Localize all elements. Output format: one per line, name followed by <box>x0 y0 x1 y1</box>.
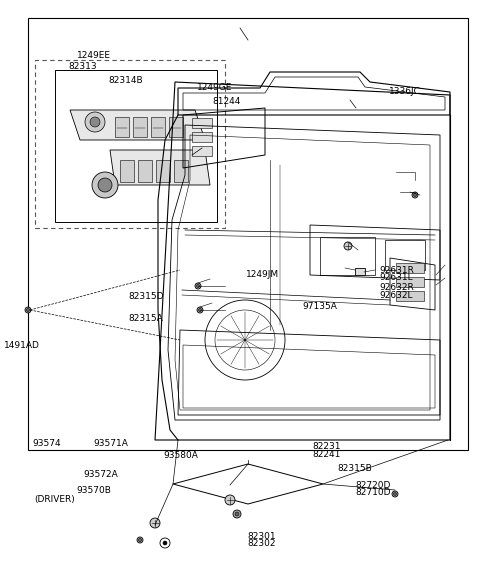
Circle shape <box>392 491 398 497</box>
Text: 97135A: 97135A <box>302 302 337 311</box>
Circle shape <box>412 192 418 198</box>
Text: 92631R: 92631R <box>379 266 414 275</box>
Bar <box>28 18 468 450</box>
Text: 1249JM: 1249JM <box>246 270 279 279</box>
Polygon shape <box>110 150 210 185</box>
Circle shape <box>413 193 417 197</box>
Text: 93580A: 93580A <box>163 451 198 460</box>
Text: 82720D: 82720D <box>355 481 391 490</box>
Bar <box>396 291 424 301</box>
Text: 82314B: 82314B <box>108 76 143 85</box>
Circle shape <box>92 172 118 198</box>
Circle shape <box>196 284 200 288</box>
Text: 93574: 93574 <box>33 439 61 448</box>
Text: 93571A: 93571A <box>94 439 129 448</box>
Bar <box>138 160 152 182</box>
Circle shape <box>195 283 201 289</box>
Circle shape <box>85 112 105 132</box>
Text: 92632R: 92632R <box>379 283 414 292</box>
Text: 82302: 82302 <box>247 539 276 548</box>
Bar <box>396 277 424 287</box>
Text: 93570B: 93570B <box>76 486 111 495</box>
Bar <box>174 160 188 182</box>
Bar <box>320 237 375 275</box>
Polygon shape <box>70 110 205 140</box>
Bar <box>156 160 170 182</box>
Circle shape <box>90 117 100 127</box>
Text: 82241: 82241 <box>312 450 340 459</box>
Circle shape <box>394 492 396 496</box>
Bar <box>355 268 365 275</box>
Circle shape <box>26 309 29 311</box>
Bar <box>35 60 225 228</box>
Text: 82710D: 82710D <box>355 488 391 497</box>
Text: 1336JC: 1336JC <box>389 87 420 96</box>
Bar <box>385 240 425 270</box>
Circle shape <box>137 537 143 543</box>
Text: 92631L: 92631L <box>379 273 413 282</box>
Circle shape <box>163 541 167 545</box>
Text: 1491AD: 1491AD <box>4 341 40 350</box>
Text: 92632L: 92632L <box>379 291 413 300</box>
Circle shape <box>150 518 160 528</box>
Text: 82301: 82301 <box>247 532 276 541</box>
Circle shape <box>225 495 235 505</box>
Text: 82315B: 82315B <box>337 464 372 473</box>
Bar <box>115 117 129 137</box>
Text: 82315A: 82315A <box>129 314 163 323</box>
Text: 82231: 82231 <box>312 442 340 451</box>
Bar <box>192 132 212 142</box>
Bar <box>133 117 147 137</box>
Bar <box>55 70 217 222</box>
Text: 81244: 81244 <box>212 97 241 106</box>
Bar <box>192 118 212 128</box>
Bar <box>396 263 424 273</box>
Text: 82315D: 82315D <box>129 292 164 301</box>
Circle shape <box>235 512 239 516</box>
Circle shape <box>25 307 31 313</box>
Text: 1249EE: 1249EE <box>77 51 110 60</box>
Text: 82313: 82313 <box>69 62 97 71</box>
Text: 1249GE: 1249GE <box>197 83 233 92</box>
Text: (DRIVER): (DRIVER) <box>35 495 75 504</box>
Bar <box>151 117 165 137</box>
Bar <box>192 146 212 156</box>
Bar <box>169 117 183 137</box>
Circle shape <box>197 307 203 313</box>
Bar <box>120 160 134 182</box>
Circle shape <box>139 538 142 542</box>
Text: 93572A: 93572A <box>84 470 118 479</box>
Circle shape <box>199 309 202 311</box>
Circle shape <box>233 510 241 518</box>
Circle shape <box>344 242 352 250</box>
Circle shape <box>98 178 112 192</box>
